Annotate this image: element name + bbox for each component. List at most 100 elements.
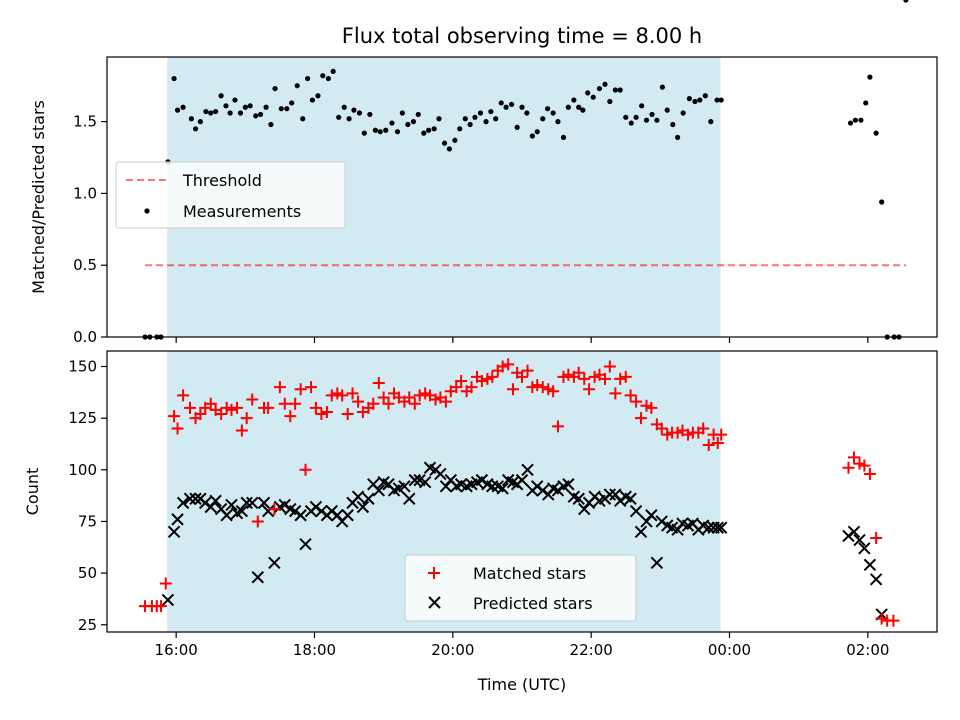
top-x-ticks	[175, 337, 869, 343]
measurement-point	[237, 110, 244, 116]
measurement-point	[320, 73, 326, 79]
measurement-point	[361, 130, 367, 136]
measurement-point	[718, 97, 724, 103]
measurement-point	[847, 120, 854, 126]
bottom-x-ticks: 16:00 18:00 20:00 22:00 00:00 02:00	[155, 632, 889, 659]
measurement-point	[377, 129, 383, 135]
measurement-point	[714, 97, 720, 103]
bottom-xtick-label: 18:00	[293, 641, 336, 659]
bottom-panel: 25 50 75 100 125 150 16:00 18:00 20:00 22:00 00:0…	[23, 351, 938, 694]
measurement-point	[534, 129, 540, 135]
predicted-star-point	[299, 537, 312, 551]
measurement-point	[330, 68, 336, 74]
matched-star-point	[251, 515, 264, 528]
matched-star-point	[531, 379, 544, 392]
predicted-star-point	[624, 492, 637, 505]
measurement-point	[356, 110, 363, 116]
predicted-star-point	[189, 492, 202, 505]
measurement-point	[550, 110, 556, 116]
matched-star-point	[455, 374, 468, 387]
measurement-point	[488, 108, 494, 115]
predicted-star-point	[240, 496, 253, 510]
predicted-star-point	[418, 475, 432, 489]
measurement-point	[602, 81, 608, 87]
legend-predicted-swatch	[428, 596, 441, 609]
predicted-star-point	[268, 556, 281, 569]
predicted-star-point	[362, 492, 375, 505]
measurement-point	[664, 107, 670, 113]
matched-star-point	[609, 387, 622, 400]
measurement-point	[180, 104, 186, 110]
legend-measurements-label: Measurements	[183, 202, 301, 221]
bottom-y-axis-label: Count	[23, 468, 42, 516]
measurement-point	[341, 104, 347, 110]
matched-star-point	[496, 360, 509, 373]
measurement-point	[421, 130, 427, 136]
measurement-point	[708, 119, 714, 125]
measurement-point	[431, 126, 437, 132]
matched-star-point	[159, 577, 172, 590]
matched-star-point	[848, 451, 860, 464]
predicted-star-point	[714, 521, 728, 534]
matched-star-point	[630, 395, 643, 408]
matched-star-point	[268, 503, 281, 516]
measurement-point	[585, 90, 591, 96]
predicted-star-point	[261, 504, 275, 518]
measurement-point	[278, 106, 284, 112]
measurement-point	[867, 74, 873, 80]
measurement-point	[446, 146, 452, 152]
matched-star-point	[697, 422, 710, 435]
measurement-point	[247, 103, 253, 109]
predicted-star-point	[645, 509, 658, 522]
matched-star-point	[262, 401, 275, 414]
measurement-point	[263, 104, 269, 110]
measurement-point	[483, 119, 489, 125]
predicted-star-point	[294, 509, 307, 522]
measurement-point	[580, 107, 586, 113]
predicted-star-point	[251, 571, 264, 584]
matched-star-point	[634, 412, 647, 425]
measurement-point	[612, 87, 618, 93]
measurement-point	[389, 120, 395, 126]
bottom-ytick-label: 150	[68, 357, 97, 375]
matched-star-point	[521, 364, 534, 377]
measurement-point	[197, 119, 203, 125]
measurement-point	[457, 126, 463, 132]
measurement-point	[227, 110, 233, 116]
matched-star-point	[507, 383, 520, 396]
measurement-point	[367, 111, 373, 118]
predicted-star-point	[408, 473, 421, 487]
measurement-point	[555, 119, 561, 125]
measurement-point	[692, 98, 698, 105]
measurement-point	[590, 94, 596, 100]
predicted-star-point	[869, 573, 883, 586]
matched-star-point	[171, 422, 184, 435]
matched-star-point	[547, 385, 560, 398]
predicted-star-point	[235, 504, 249, 518]
measurements-points	[142, 0, 909, 340]
measurement-point	[852, 117, 858, 123]
bottom-ytick-label: 125	[68, 409, 97, 427]
bottom-legend-box	[404, 554, 637, 622]
measurement-point	[415, 111, 421, 118]
measurement-point	[242, 104, 248, 110]
matched-star-point	[408, 397, 421, 410]
top-ytick-label: 1.5	[73, 113, 97, 131]
measurement-point	[272, 85, 278, 92]
measurement-point	[289, 100, 295, 106]
predicted-star-point	[496, 482, 509, 495]
predicted-star-point	[863, 558, 877, 572]
matched-star-point	[177, 389, 190, 402]
matched-star-point	[204, 397, 217, 410]
matched-star-point	[711, 436, 724, 449]
matched-star-point	[624, 389, 637, 402]
predicted-star-point	[629, 504, 643, 518]
predicted-star-point	[372, 484, 386, 497]
measurement-point	[670, 121, 676, 128]
bottom-ytick-label: 50	[78, 564, 97, 582]
measurement-point	[571, 97, 577, 103]
predicted-star-point	[434, 467, 447, 481]
matched-star-point	[315, 408, 328, 421]
bottom-xtick-label: 02:00	[846, 641, 889, 659]
